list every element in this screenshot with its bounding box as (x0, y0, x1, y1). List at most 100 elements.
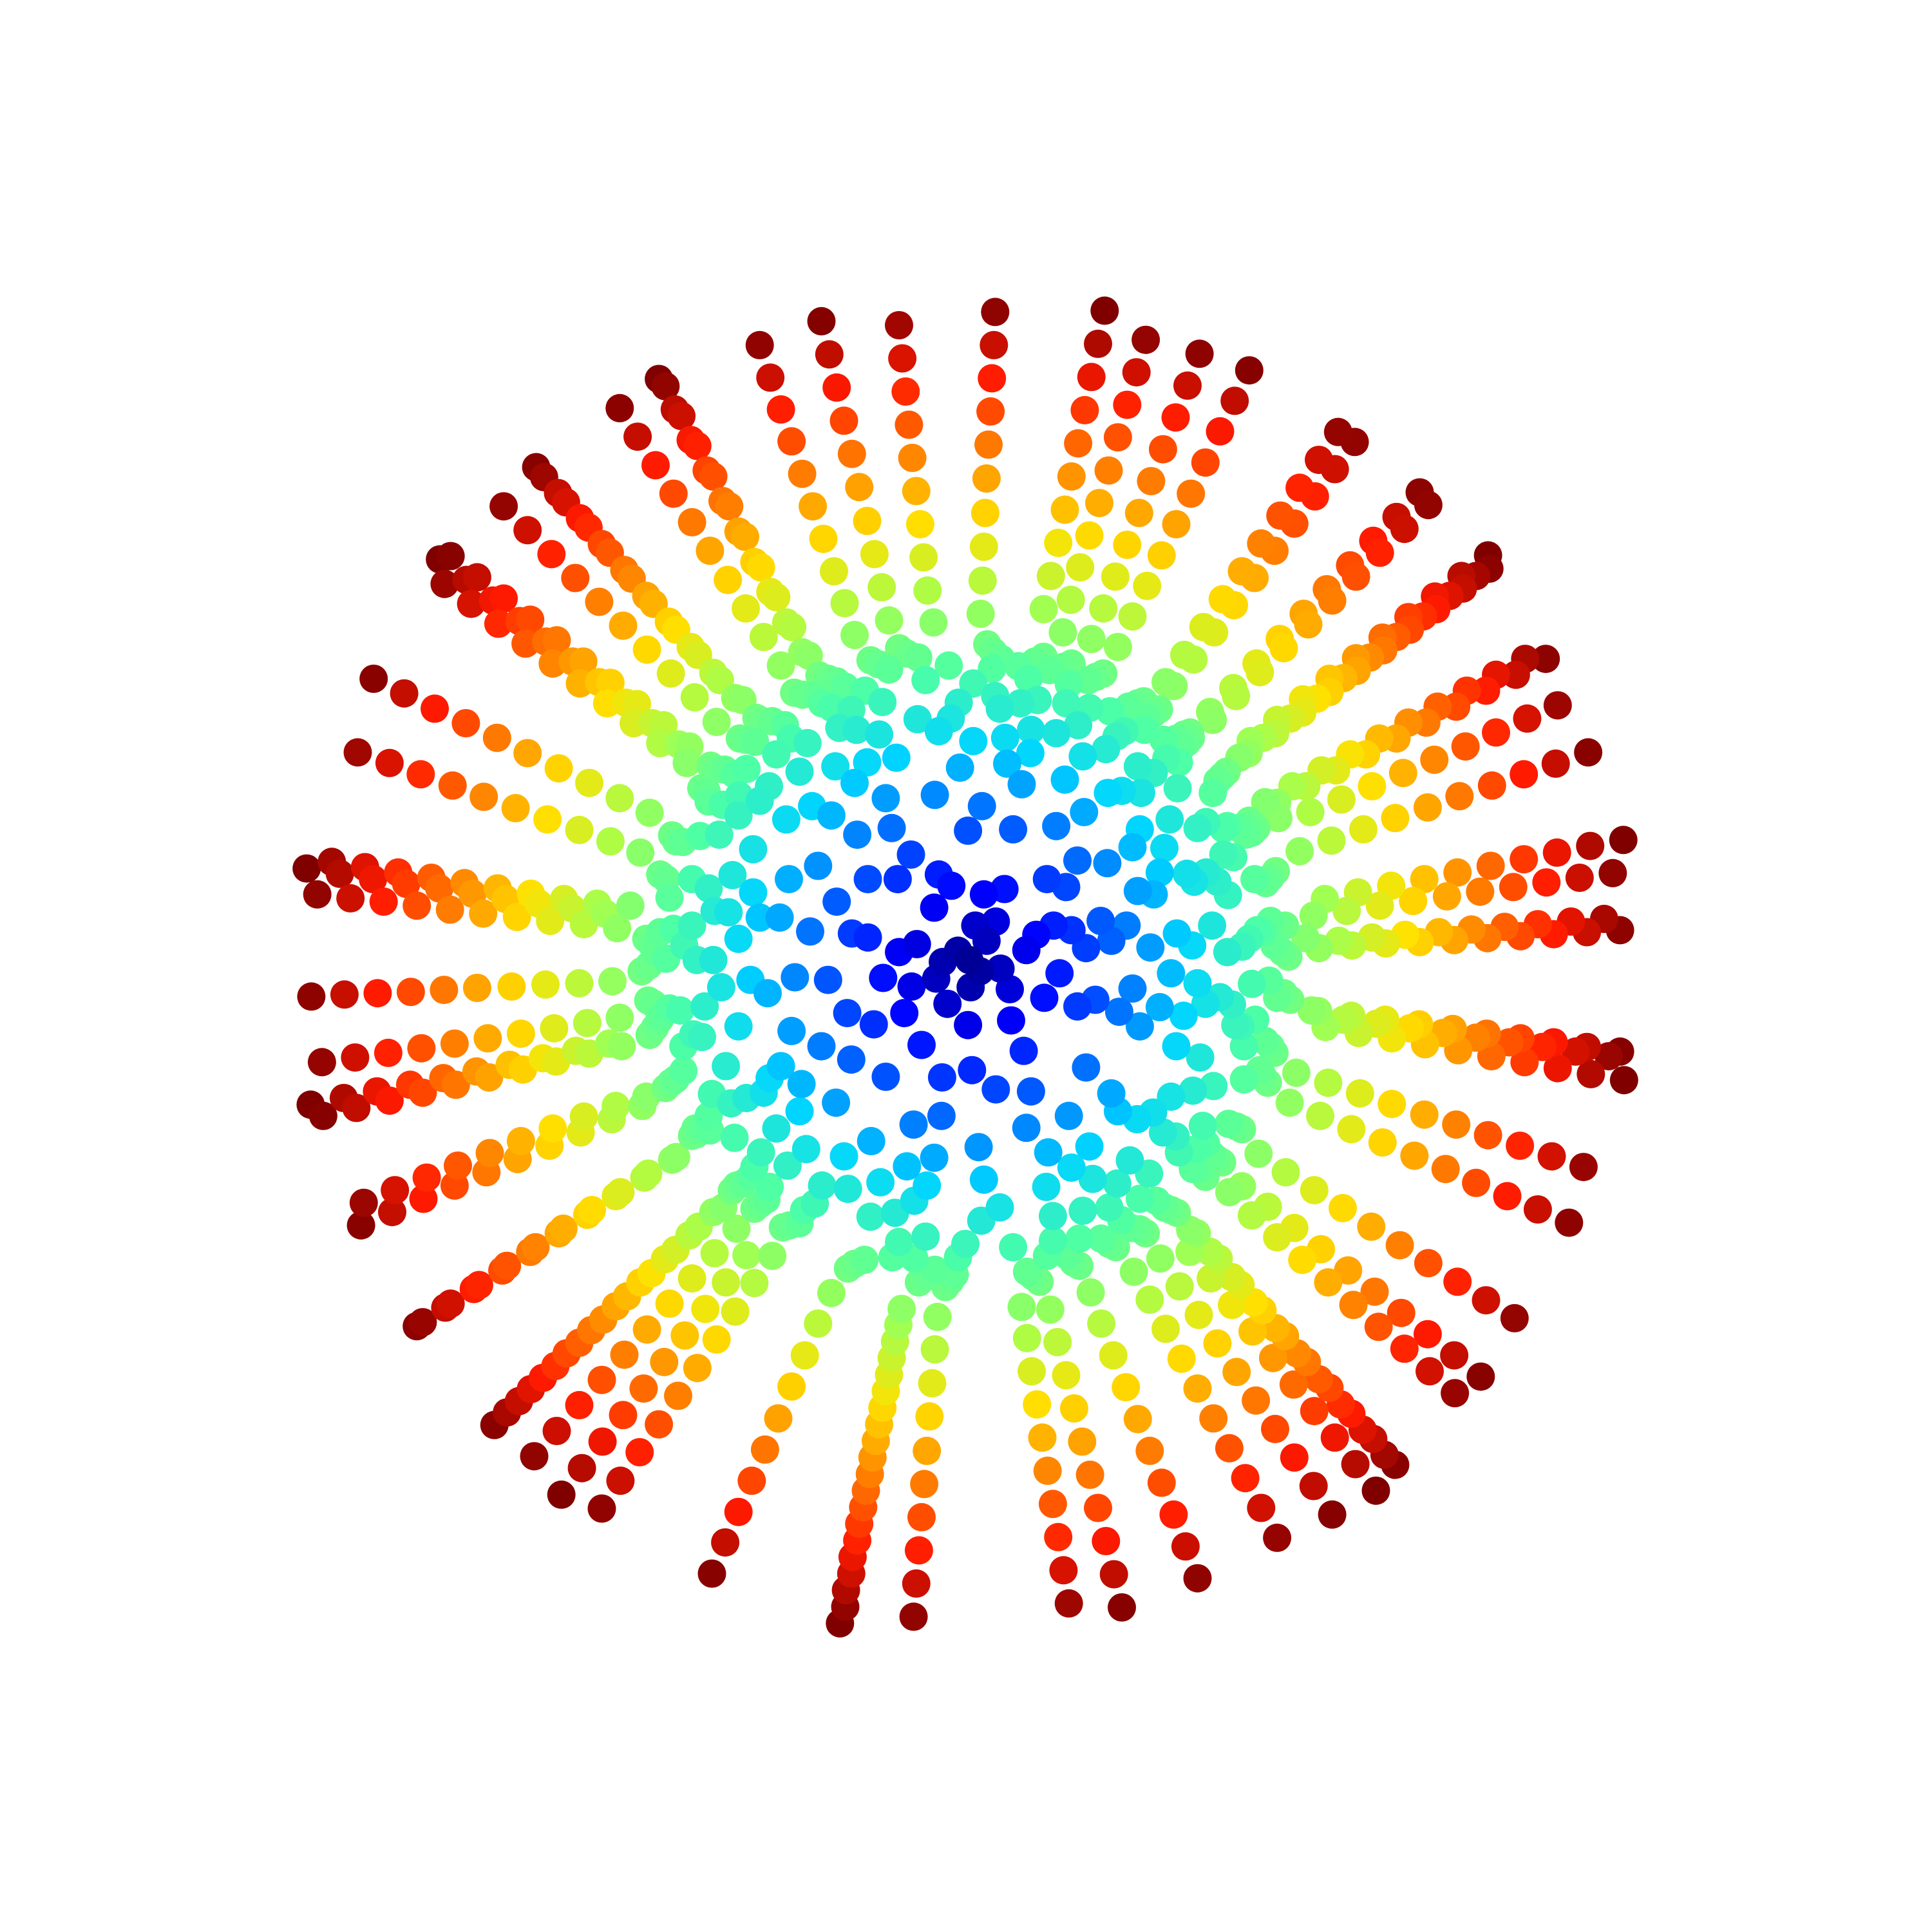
scatter-point (436, 1289, 465, 1318)
scatter-point (341, 1043, 370, 1072)
scatter-point (923, 1302, 952, 1331)
scatter-point (877, 813, 906, 842)
scatter-point (1306, 1101, 1334, 1130)
scatter-point (1237, 1201, 1266, 1230)
scatter-point (762, 740, 791, 769)
scatter-point (807, 307, 836, 336)
scatter-point (871, 784, 900, 813)
scatter-point (741, 727, 770, 756)
scatter-point (981, 1075, 1010, 1104)
scatter-point (1500, 1303, 1529, 1332)
scatter-point (740, 1269, 769, 1298)
scatter-point (1056, 585, 1085, 614)
scatter-point (1300, 1176, 1329, 1205)
scatter-point (1275, 1088, 1304, 1117)
scatter-point (540, 1014, 569, 1043)
scatter-point (937, 871, 966, 900)
scatter-point (1266, 501, 1295, 530)
scatter-point (1341, 562, 1370, 591)
scatter-point (641, 451, 670, 480)
scatter-point (1099, 1341, 1128, 1370)
scatter-point (1012, 1113, 1041, 1142)
scatter-point (1555, 1208, 1584, 1237)
scatter-point (1148, 435, 1177, 464)
scatter-point (1125, 1012, 1154, 1041)
scatter-point (1288, 1245, 1317, 1274)
scatter-point (1167, 1344, 1196, 1373)
scatter-point (1076, 1278, 1105, 1307)
scatter-point (1050, 495, 1079, 524)
scatter-point (919, 608, 948, 637)
scatter-point (493, 1251, 522, 1280)
scatter-point (482, 723, 511, 752)
scatter-point (359, 865, 388, 894)
scatter-point (893, 1152, 922, 1181)
scatter-point (1477, 771, 1506, 800)
scatter-point (598, 967, 627, 996)
scatter-point (1271, 1158, 1300, 1187)
scatter-point (547, 1480, 576, 1509)
scatter-point (1086, 907, 1115, 935)
scatter-point (1297, 996, 1326, 1025)
scatter-point (1033, 1456, 1062, 1485)
scatter-point (1042, 719, 1071, 748)
scatter-point (1387, 1298, 1416, 1327)
scatter-point (438, 771, 467, 800)
scatter-point (711, 1528, 740, 1557)
scatter-point (815, 340, 844, 369)
scatter-point (549, 1214, 578, 1243)
scatter-point (702, 708, 731, 736)
scatter-point (1118, 833, 1147, 862)
scatter-point (809, 524, 838, 553)
scatter-point (899, 1110, 928, 1139)
scatter-point (1609, 826, 1638, 855)
scatter-point (457, 589, 486, 618)
scatter-point (705, 820, 734, 849)
scatter-point (565, 1390, 594, 1419)
scatter-point (696, 536, 724, 565)
scatter-point (650, 1347, 679, 1376)
scatter-point (677, 911, 706, 940)
scatter-point (1531, 645, 1560, 674)
scatter-point (985, 1193, 1014, 1222)
scatter-point (924, 717, 953, 746)
scatter-point (904, 643, 933, 672)
scatter-point (1064, 429, 1093, 458)
scatter-point (927, 1063, 956, 1092)
scatter-point (436, 542, 465, 571)
scatter-point (396, 978, 425, 1007)
scatter-point (712, 1052, 741, 1081)
scatter-point (1097, 1079, 1126, 1108)
scatter-point (1012, 936, 1041, 965)
scatter-point (972, 464, 1001, 493)
scatter-point (749, 623, 778, 652)
scatter-point (1279, 1370, 1308, 1399)
scatter-point (1034, 1138, 1063, 1167)
scatter-point (520, 1442, 549, 1471)
scatter-point (1263, 1223, 1292, 1252)
scatter-point (959, 726, 988, 755)
scatter-point (1399, 887, 1428, 916)
scatter-point (1048, 618, 1077, 647)
scatter-point (868, 688, 897, 717)
scatter-point (765, 903, 794, 932)
scatter-point (381, 1176, 410, 1205)
scatter-point (1215, 1434, 1244, 1463)
scatter-point (899, 1602, 928, 1631)
scatter-point (910, 1470, 939, 1499)
scatter-point (732, 755, 761, 784)
scatter-point (569, 647, 598, 676)
scatter-point (1185, 339, 1214, 368)
scatter-point (985, 694, 1014, 723)
scatter-point (1170, 640, 1198, 669)
scatter-point (1561, 1037, 1590, 1066)
scatter-point (722, 1214, 751, 1243)
scatter-point (1078, 1164, 1107, 1193)
scatter-point (891, 377, 920, 406)
scatter-point (915, 1402, 944, 1431)
scatter-point (712, 1268, 741, 1297)
scatter-point (1320, 1423, 1349, 1452)
scatter-point (561, 564, 590, 592)
scatter-point (1244, 1139, 1273, 1168)
